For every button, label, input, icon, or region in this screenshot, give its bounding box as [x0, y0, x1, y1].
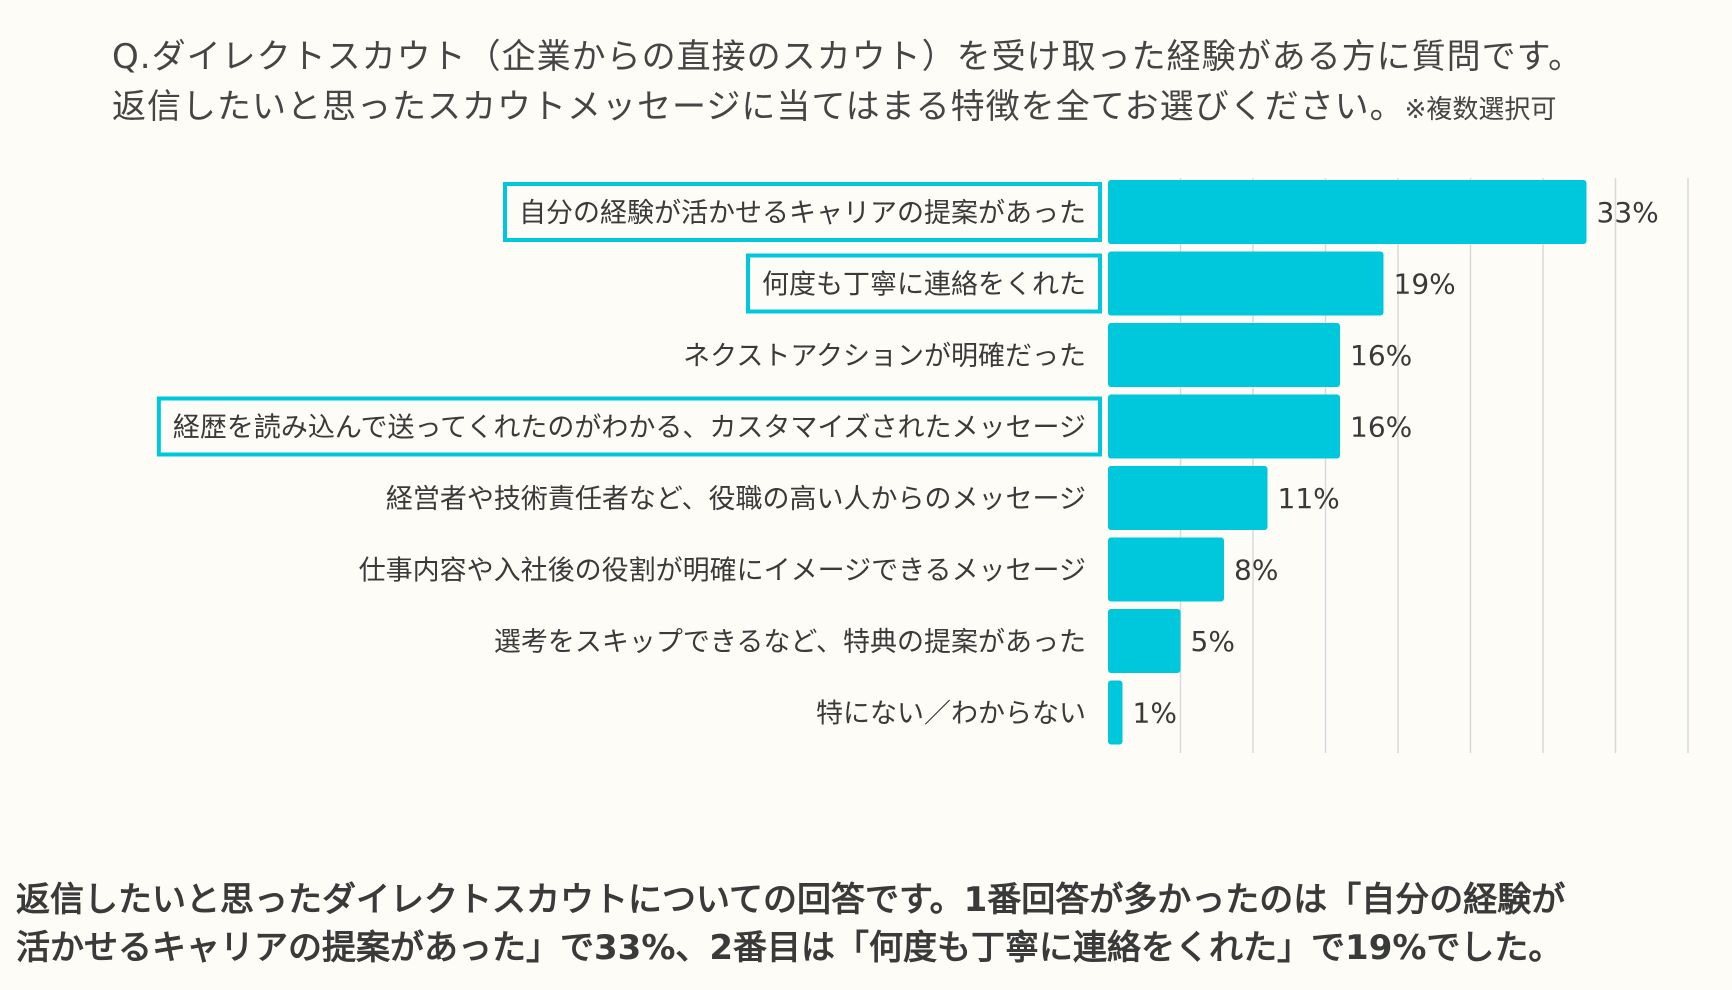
bar [1108, 251, 1384, 316]
summary-text: 返信したいと思ったダイレクトスカウトについての回答です。1番回答が多かったのは「… [16, 876, 1716, 972]
data-label: 19% [1394, 268, 1456, 301]
question-line-1: Q.ダイレクトスカウト（企業からの直接のスカウト）を受け取った経験がある方に質問… [112, 37, 1584, 77]
data-label: 11% [1278, 482, 1340, 515]
data-label: 33% [1597, 196, 1659, 229]
summary-line-2: 活かせるキャリアの提案があった」で33%、2番目は「何度も丁寧に連絡をくれた」で… [16, 928, 1563, 968]
data-label: 16% [1350, 411, 1412, 444]
bar [1108, 323, 1340, 387]
question-text: Q.ダイレクトスカウト（企業からの直接のスカウト）を受け取った経験がある方に質問… [112, 32, 1712, 135]
category-label: 特にない／わからない [816, 699, 1086, 730]
category-label: 選考をスキップできるなど、特典の提案があった [494, 627, 1086, 658]
bar [1108, 466, 1268, 530]
category-label: ネクストアクションが明確だった [683, 341, 1086, 372]
category-label: 経歴を読み込んで送ってくれたのがわかる、カスタマイズされたメッセージ [173, 413, 1086, 444]
category-highlight-box [746, 253, 1102, 314]
question-line-2-text: 返信したいと思ったスカウトメッセージに当てはまる特徴を全てお選びください。 [112, 87, 1405, 127]
bar [1108, 180, 1587, 244]
bar [1108, 609, 1181, 673]
category-highlight-box [156, 396, 1102, 457]
data-label: 16% [1350, 339, 1412, 372]
data-label: 5% [1191, 625, 1235, 658]
bar [1108, 537, 1224, 602]
bar [1108, 394, 1340, 459]
category-label: 経営者や技術責任者など、役職の高い人からのメッセージ [386, 484, 1086, 515]
data-label: 8% [1234, 554, 1278, 587]
summary-line-1: 返信したいと思ったダイレクトスカウトについての回答です。1番回答が多かったのは「… [16, 880, 1566, 920]
category-highlight-box [503, 182, 1102, 242]
category-label: 何度も丁寧に連絡をくれた [762, 270, 1086, 301]
data-label: 1% [1133, 697, 1177, 730]
bar-chart: 33% 自分の経験が活かせるキャリアの提案があった 19% 何度も丁寧に連絡をくれた 1… [156, 178, 1689, 753]
category-label: 自分の経験が活かせるキャリアの提案があった [519, 198, 1086, 229]
question-note: ※複数選択可 [1404, 95, 1557, 125]
question-line-2: 返信したいと思ったスカウトメッセージに当てはまる特徴を全てお選びください。※複数… [112, 82, 1712, 135]
bar [1108, 680, 1123, 745]
category-label: 仕事内容や入社後の役割が明確にイメージできるメッセージ [359, 556, 1086, 587]
